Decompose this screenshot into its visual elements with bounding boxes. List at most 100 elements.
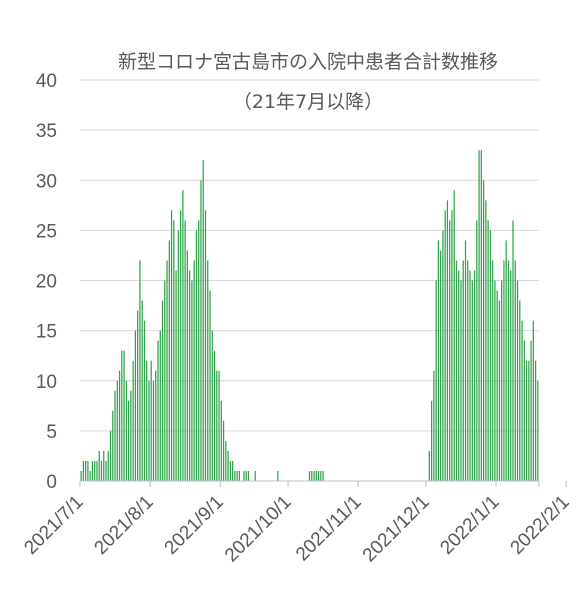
x-axis-ticks: 2021/7/1 2021/8/1 2021/9/12021/10/12021/11…	[20, 481, 574, 567]
bar	[87, 460, 89, 481]
bar	[225, 440, 227, 481]
bar	[236, 470, 238, 481]
y-tick-label: 25	[36, 221, 57, 242]
bar	[213, 350, 216, 481]
x-tick-label: 2021/10/1	[221, 492, 296, 567]
bar	[247, 470, 250, 481]
bar	[91, 460, 94, 481]
bar	[100, 460, 103, 481]
bar	[530, 340, 532, 481]
bar	[127, 400, 130, 481]
bar	[216, 370, 218, 481]
bar	[148, 380, 150, 481]
bar	[464, 240, 467, 481]
bar	[519, 300, 521, 481]
bar	[245, 470, 247, 481]
bar	[186, 250, 189, 481]
bar	[254, 470, 256, 481]
bar	[462, 260, 464, 481]
bar	[173, 220, 175, 481]
bar	[121, 350, 123, 481]
bar	[222, 420, 225, 481]
grid-lines	[80, 79, 539, 432]
bar	[96, 460, 98, 481]
bar	[229, 460, 231, 481]
bar	[435, 280, 437, 481]
bar	[317, 470, 320, 481]
y-tick-label: 40	[36, 71, 57, 92]
y-tick-label: 0	[46, 472, 57, 493]
bar	[460, 280, 462, 481]
bar	[191, 280, 193, 481]
bar	[227, 450, 229, 481]
bar	[175, 270, 177, 481]
bar	[234, 470, 236, 481]
bar	[193, 260, 195, 481]
bar	[116, 380, 118, 481]
bar	[476, 220, 478, 481]
bar	[177, 230, 179, 482]
bar	[453, 190, 455, 481]
bar	[428, 450, 430, 481]
bar	[200, 180, 202, 481]
bar	[311, 470, 313, 481]
bar	[446, 200, 449, 482]
bar	[146, 360, 148, 481]
x-tick-label: 2021/8/1	[90, 492, 157, 559]
bar	[243, 470, 245, 481]
bar	[534, 360, 537, 481]
bar	[103, 450, 105, 481]
bar	[315, 470, 317, 481]
bar	[125, 380, 127, 481]
bar	[114, 390, 116, 481]
bar	[277, 470, 279, 481]
bar	[487, 220, 489, 481]
x-tick-label: 2021/12/1	[359, 492, 434, 567]
x-tick-label: 2021/9/1	[161, 492, 228, 559]
bar	[204, 210, 207, 481]
bar	[437, 240, 439, 481]
bar	[150, 360, 152, 481]
bar	[449, 220, 451, 481]
bar	[89, 470, 91, 481]
bar	[451, 210, 453, 481]
bar	[218, 370, 220, 481]
bar	[207, 260, 209, 481]
bar	[458, 270, 460, 481]
bar	[180, 210, 182, 481]
bar	[98, 450, 100, 481]
bar	[537, 380, 539, 481]
bar	[130, 390, 132, 481]
bar	[109, 430, 112, 482]
chart-subtitle: （21年7月以降）	[233, 91, 383, 113]
bar	[469, 270, 471, 481]
bar	[505, 240, 507, 481]
bar	[182, 190, 184, 481]
bar	[112, 410, 114, 481]
x-tick-label: 2022/1/1	[436, 492, 503, 559]
bar	[489, 230, 491, 482]
bar	[498, 300, 501, 481]
bar	[442, 230, 444, 482]
bar	[238, 470, 241, 481]
bar	[521, 320, 523, 481]
bar	[525, 360, 528, 481]
bar	[433, 370, 435, 481]
y-tick-label: 30	[36, 171, 57, 192]
x-tick-label: 2021/11/1	[292, 492, 366, 566]
bar	[467, 260, 469, 481]
bar	[139, 260, 141, 481]
bar	[189, 270, 191, 481]
bar	[507, 260, 510, 481]
bar	[94, 460, 96, 481]
bar	[202, 160, 204, 481]
bar	[155, 370, 157, 481]
bar	[152, 380, 155, 481]
bar	[308, 470, 311, 481]
bar	[313, 470, 315, 481]
bar	[482, 180, 485, 481]
bar	[512, 220, 514, 481]
bars	[80, 150, 539, 482]
bar	[143, 320, 146, 481]
bar	[157, 340, 159, 481]
